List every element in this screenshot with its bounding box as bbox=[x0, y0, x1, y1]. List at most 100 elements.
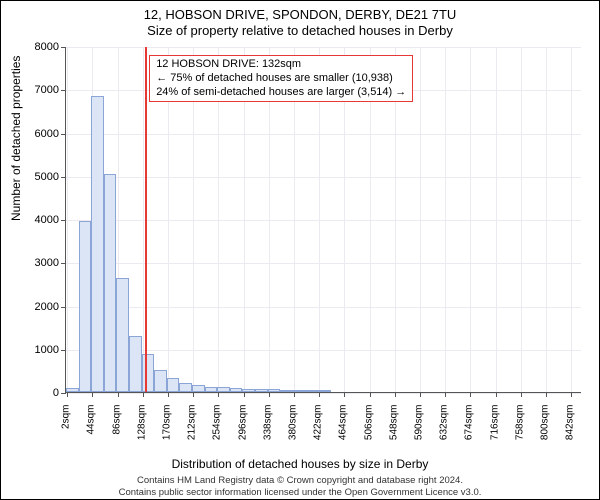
ytick-mark bbox=[61, 90, 66, 91]
ytick-mark bbox=[61, 263, 66, 264]
xtick-mark bbox=[294, 392, 295, 397]
property-marker-line bbox=[145, 47, 147, 392]
histogram-bar bbox=[116, 278, 129, 392]
ytick-label: 7000 bbox=[9, 84, 59, 96]
gridline-v bbox=[496, 47, 497, 392]
histogram-bar bbox=[104, 174, 117, 392]
histogram-bar bbox=[305, 390, 318, 392]
histogram-bar bbox=[230, 388, 243, 392]
histogram-bar bbox=[129, 336, 142, 392]
xtick-mark bbox=[143, 392, 144, 397]
gridline-v bbox=[571, 47, 572, 392]
xtick-label: 44sqm bbox=[86, 405, 97, 453]
xtick-label: 338sqm bbox=[262, 405, 273, 453]
xtick-label: 254sqm bbox=[212, 405, 223, 453]
ytick-label: 3000 bbox=[9, 257, 59, 269]
xtick-label: 758sqm bbox=[514, 405, 525, 453]
ytick-mark bbox=[61, 307, 66, 308]
gridline-v bbox=[67, 47, 68, 392]
callout-line3: 24% of semi-detached houses are larger (… bbox=[156, 86, 406, 100]
ytick-mark bbox=[61, 134, 66, 135]
xtick-label: 296sqm bbox=[237, 405, 248, 453]
xtick-label: 422sqm bbox=[313, 405, 324, 453]
ytick-mark bbox=[61, 220, 66, 221]
attribution-line1: Contains HM Land Registry data © Crown c… bbox=[137, 475, 463, 486]
xtick-label: 464sqm bbox=[338, 405, 349, 453]
ytick-mark bbox=[61, 393, 66, 394]
ytick-label: 0 bbox=[9, 387, 59, 399]
histogram-bar bbox=[142, 354, 155, 392]
xtick-mark bbox=[193, 392, 194, 397]
histogram-bar bbox=[205, 387, 218, 392]
attribution-line2: Contains public sector information licen… bbox=[119, 487, 482, 498]
histogram-bar bbox=[255, 389, 268, 392]
xtick-label: 548sqm bbox=[388, 405, 399, 453]
callout-line2: ← 75% of detached houses are smaller (10… bbox=[156, 72, 406, 86]
xtick-mark bbox=[546, 392, 547, 397]
ytick-mark bbox=[61, 177, 66, 178]
ytick-label: 8000 bbox=[9, 41, 59, 53]
ytick-mark bbox=[61, 47, 66, 48]
histogram-bar bbox=[91, 96, 104, 392]
x-axis-label: Distribution of detached houses by size … bbox=[1, 457, 599, 471]
xtick-mark bbox=[344, 392, 345, 397]
xtick-mark bbox=[92, 392, 93, 397]
callout-line1: 12 HOBSON DRIVE: 132sqm bbox=[156, 58, 406, 72]
gridline-v bbox=[470, 47, 471, 392]
xtick-label: 674sqm bbox=[464, 405, 475, 453]
xtick-mark bbox=[496, 392, 497, 397]
histogram-bar bbox=[293, 390, 306, 392]
xtick-label: 842sqm bbox=[565, 405, 576, 453]
xtick-mark bbox=[168, 392, 169, 397]
ytick-label: 5000 bbox=[9, 171, 59, 183]
xtick-mark bbox=[370, 392, 371, 397]
xtick-mark bbox=[244, 392, 245, 397]
histogram-bar bbox=[217, 387, 230, 392]
xtick-label: 380sqm bbox=[288, 405, 299, 453]
xtick-mark bbox=[521, 392, 522, 397]
chart-container: 12, HOBSON DRIVE, SPONDON, DERBY, DE21 7… bbox=[0, 0, 600, 500]
gridline-v bbox=[521, 47, 522, 392]
ytick-label: 6000 bbox=[9, 128, 59, 140]
xtick-mark bbox=[218, 392, 219, 397]
xtick-label: 170sqm bbox=[162, 405, 173, 453]
histogram-bar bbox=[179, 383, 192, 393]
histogram-bar bbox=[79, 221, 92, 392]
callout-box: 12 HOBSON DRIVE: 132sqm← 75% of detached… bbox=[149, 55, 413, 102]
xtick-mark bbox=[395, 392, 396, 397]
attribution-text: Contains HM Land Registry data © Crown c… bbox=[1, 475, 599, 498]
xtick-label: 86sqm bbox=[111, 405, 122, 453]
ytick-mark bbox=[61, 350, 66, 351]
xtick-label: 2sqm bbox=[61, 405, 72, 453]
xtick-mark bbox=[470, 392, 471, 397]
xtick-label: 716sqm bbox=[489, 405, 500, 453]
chart-title: 12, HOBSON DRIVE, SPONDON, DERBY, DE21 7… bbox=[1, 7, 599, 22]
plot-area: 12 HOBSON DRIVE: 132sqm← 75% of detached… bbox=[65, 47, 581, 393]
xtick-mark bbox=[118, 392, 119, 397]
ytick-label: 2000 bbox=[9, 301, 59, 313]
xtick-label: 800sqm bbox=[540, 405, 551, 453]
ytick-label: 1000 bbox=[9, 344, 59, 356]
xtick-label: 632sqm bbox=[439, 405, 450, 453]
histogram-bar bbox=[66, 388, 79, 392]
histogram-bar bbox=[192, 385, 205, 392]
xtick-label: 128sqm bbox=[136, 405, 147, 453]
xtick-mark bbox=[269, 392, 270, 397]
xtick-label: 506sqm bbox=[363, 405, 374, 453]
xtick-mark bbox=[445, 392, 446, 397]
gridline-v bbox=[420, 47, 421, 392]
gridline-v bbox=[546, 47, 547, 392]
histogram-bar bbox=[167, 378, 180, 392]
histogram-bar bbox=[268, 389, 281, 392]
gridline-v bbox=[143, 47, 144, 392]
xtick-mark bbox=[420, 392, 421, 397]
xtick-label: 590sqm bbox=[414, 405, 425, 453]
xtick-mark bbox=[67, 392, 68, 397]
xtick-label: 212sqm bbox=[187, 405, 198, 453]
ytick-label: 4000 bbox=[9, 214, 59, 226]
histogram-bar bbox=[318, 390, 331, 392]
xtick-mark bbox=[571, 392, 572, 397]
histogram-bar bbox=[242, 389, 255, 392]
histogram-bar bbox=[280, 390, 293, 392]
xtick-mark bbox=[319, 392, 320, 397]
